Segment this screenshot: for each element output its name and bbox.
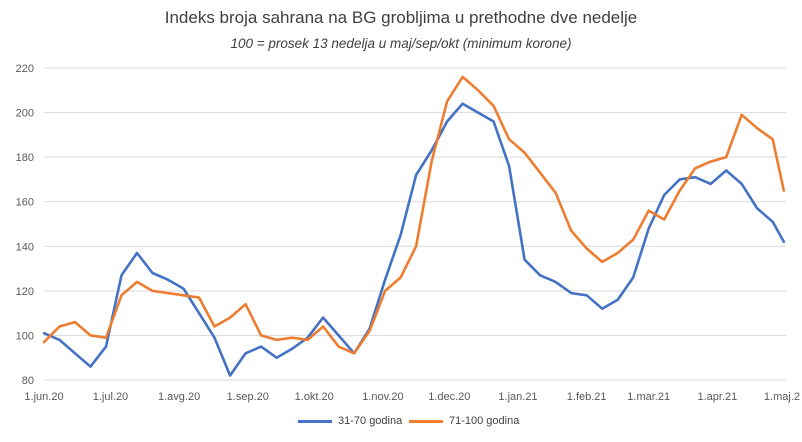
- x-tick-label: 1.apr.21: [697, 391, 737, 403]
- series-lines: [42, 75, 786, 377]
- x-tick-label: 1.mar.21: [627, 391, 670, 403]
- y-tick-label: 160: [16, 197, 34, 209]
- x-tick-label: 1.sep.20: [227, 391, 269, 403]
- x-tick-label: 1.dec.20: [428, 391, 470, 403]
- chart-subtitle: 100 = prosek 13 nedelja u maj/sep/okt (m…: [230, 36, 572, 51]
- gridlines: [44, 67, 786, 381]
- y-tick-label: 200: [16, 108, 34, 120]
- x-tick-label: 1.jan.21: [498, 391, 537, 403]
- x-tick-label: 1.jun.20: [24, 391, 63, 403]
- legend: 31-70 godina 71-100 godina: [0, 411, 802, 431]
- x-tick-label: 1.nov.20: [362, 391, 403, 403]
- legend-item-31-70: 31-70 godina: [298, 411, 402, 431]
- y-tick-label: 100: [16, 330, 34, 342]
- y-tick-label: 220: [16, 63, 34, 75]
- legend-label: 71-100 godina: [449, 415, 520, 427]
- legend-label: 31-70 godina: [338, 415, 403, 427]
- x-tick-label: 1.maj.2: [764, 391, 800, 403]
- x-tick-label: 1.avg.20: [158, 391, 200, 403]
- chart-title: Indeks broja sahrana na BG grobljima u p…: [164, 8, 638, 27]
- y-tick-label: 80: [22, 375, 34, 387]
- legend-item-71-100: 71-100 godina: [409, 411, 519, 431]
- series-line-31-70: [42, 102, 786, 377]
- y-tick-label: 180: [16, 152, 34, 164]
- x-tick-label: 1.okt.20: [295, 391, 334, 403]
- y-axis: 80 100 120 140 160 180 200 220: [16, 63, 34, 387]
- series-line-71-100: [42, 75, 786, 355]
- x-tick-label: 1.jul.20: [93, 391, 128, 403]
- legend-swatch-blue: [298, 419, 332, 423]
- legend-swatch-orange: [409, 419, 443, 423]
- y-tick-label: 120: [16, 286, 34, 298]
- y-tick-label: 140: [16, 241, 34, 253]
- x-tick-label: 1.feb.21: [567, 391, 607, 403]
- x-axis: 1.jun.20 1.jul.20 1.avg.20 1.sep.20 1.okt.20…: [24, 391, 800, 403]
